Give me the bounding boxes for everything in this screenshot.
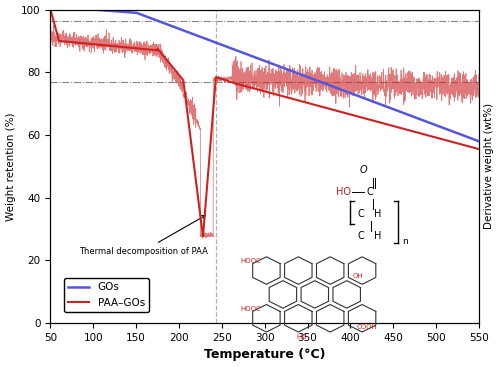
Text: HOOC: HOOC: [240, 258, 261, 264]
Text: n: n: [402, 237, 407, 246]
Text: C: C: [358, 231, 364, 241]
Text: C: C: [366, 187, 373, 197]
X-axis label: Temperature (°C): Temperature (°C): [204, 348, 326, 361]
Text: HOOC: HOOC: [240, 306, 261, 312]
Text: HO: HO: [296, 334, 307, 340]
Text: Thermal decomposition of PAA: Thermal decomposition of PAA: [78, 215, 208, 255]
Text: OH: OH: [352, 273, 363, 279]
Y-axis label: Derivative weight (wt%): Derivative weight (wt%): [484, 103, 494, 229]
Text: H: H: [374, 209, 382, 219]
Text: HO: HO: [336, 187, 351, 197]
Y-axis label: Weight retention (%): Weight retention (%): [6, 112, 16, 221]
Text: COOH: COOH: [356, 324, 378, 330]
Text: H: H: [374, 231, 382, 241]
Text: C: C: [358, 209, 364, 219]
Text: O: O: [360, 165, 367, 175]
Legend: GOs, PAA–GOs: GOs, PAA–GOs: [64, 278, 149, 312]
